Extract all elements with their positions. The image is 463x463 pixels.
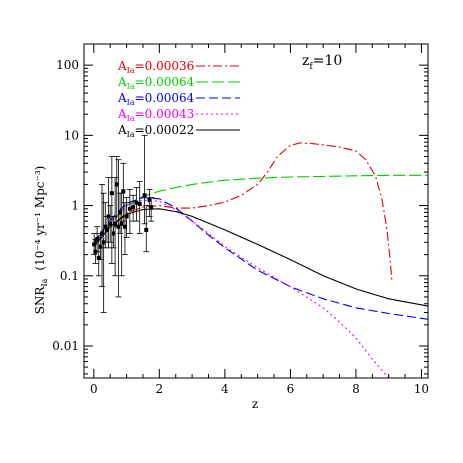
data-marker xyxy=(134,200,139,205)
legend-value: =0.00064 xyxy=(135,91,195,105)
y-axis-label-text: SNRIa (10⁻⁴ yr⁻¹ Mpc⁻³) xyxy=(33,166,49,315)
legend-symbol: A xyxy=(117,107,127,121)
data-marker xyxy=(149,205,154,210)
data-marker xyxy=(121,189,126,194)
x-tick-label: 4 xyxy=(221,382,229,396)
legend-value: =0.00043 xyxy=(135,107,195,121)
legend-subscript: Ia xyxy=(127,114,135,123)
data-marker xyxy=(119,221,124,226)
data-marker xyxy=(104,227,109,232)
annotation-main: z xyxy=(302,53,309,69)
legend-label-1: AIa=0.00036 xyxy=(117,59,194,75)
data-marker xyxy=(127,206,132,211)
data-point xyxy=(148,197,155,222)
data-point xyxy=(105,177,112,249)
y-tick-label: 0.1 xyxy=(60,269,79,283)
observations xyxy=(91,134,155,313)
data-marker xyxy=(131,205,136,210)
data-marker xyxy=(95,237,100,242)
data-marker xyxy=(142,193,147,198)
x-tick-label: 10 xyxy=(414,382,429,396)
data-point xyxy=(141,134,148,225)
data-point xyxy=(110,216,117,249)
series-line-5 xyxy=(93,208,428,307)
x-tick-label: 6 xyxy=(287,382,295,396)
legend-symbol: A xyxy=(117,59,127,73)
data-marker xyxy=(108,221,113,226)
data-marker xyxy=(96,255,101,260)
y-tick-label: 1 xyxy=(71,199,79,213)
y-axis-label-main: SNR xyxy=(33,286,47,315)
plot-frame xyxy=(83,43,429,379)
legend-subscript: Ia xyxy=(127,66,135,75)
legend-subscript: Ia xyxy=(127,98,135,107)
series-line-2 xyxy=(93,174,428,243)
data-marker xyxy=(100,231,105,236)
data-point xyxy=(143,205,150,253)
legend-symbol: A xyxy=(117,123,127,137)
legend-value: =0.00064 xyxy=(135,75,195,89)
legend-value: =0.00036 xyxy=(135,59,195,73)
series-line-3 xyxy=(93,197,428,320)
annotation-suffix: =10 xyxy=(313,53,343,69)
data-marker xyxy=(147,198,152,203)
data-marker xyxy=(101,240,106,245)
data-point xyxy=(133,187,140,222)
legend: AIa=0.00036AIa=0.00064AIa=0.00064AIa=0.0… xyxy=(117,59,240,139)
data-point xyxy=(136,181,143,234)
x-axis-label: z xyxy=(252,397,258,411)
data-marker xyxy=(114,182,119,187)
data-marker xyxy=(98,244,103,249)
x-tick-label: 8 xyxy=(352,382,360,396)
legend-label-4: AIa=0.00043 xyxy=(117,107,194,123)
legend-label-2: AIa=0.00064 xyxy=(117,75,195,91)
data-marker xyxy=(122,224,127,229)
data-marker xyxy=(137,202,142,207)
legend-label-5: AIa=0.00022 xyxy=(117,123,194,139)
data-marker xyxy=(92,242,97,247)
legend-label-3: AIa=0.00064 xyxy=(117,91,195,107)
data-point xyxy=(130,194,137,222)
y-axis-label-sub: Ia xyxy=(40,278,49,286)
data-marker xyxy=(103,224,108,229)
legend-value: =0.00022 xyxy=(135,123,195,137)
annotation-sub: f xyxy=(309,62,313,72)
x-tick-label: 0 xyxy=(90,382,98,396)
data-marker xyxy=(124,214,129,219)
x-tick-label: 2 xyxy=(156,382,164,396)
y-tick-label: 10 xyxy=(64,128,79,142)
data-marker xyxy=(113,221,118,226)
formation-redshift-annotation: zf=10 xyxy=(302,53,342,72)
y-tick-label: 0.01 xyxy=(52,339,79,353)
legend-symbol: A xyxy=(117,75,127,89)
axis-ticks: 0 2 4 6 8 10 0.01 0.1 1 10 100 xyxy=(52,43,429,396)
data-marker xyxy=(106,214,111,219)
model-curves xyxy=(93,142,428,378)
data-point xyxy=(100,192,107,313)
legend-subscript: Ia xyxy=(127,130,135,139)
y-axis-label: SNRIa (10⁻⁴ yr⁻¹ Mpc⁻³) xyxy=(33,166,49,315)
data-marker xyxy=(144,227,149,232)
data-point xyxy=(107,205,114,243)
legend-subscript: Ia xyxy=(127,82,135,91)
y-axis-label-units: (10⁻⁴ yr⁻¹ Mpc⁻³) xyxy=(33,166,47,271)
data-point xyxy=(115,159,122,298)
y-tick-label: 100 xyxy=(56,58,79,72)
data-marker xyxy=(118,210,123,215)
data-point xyxy=(108,156,115,264)
data-marker xyxy=(111,231,116,236)
legend-symbol: A xyxy=(117,91,127,105)
data-point xyxy=(123,197,130,238)
series-line-4 xyxy=(93,199,390,378)
data-point xyxy=(126,188,133,234)
series-line-1 xyxy=(93,142,393,283)
data-marker xyxy=(116,224,121,229)
data-point xyxy=(146,188,153,217)
data-marker xyxy=(109,191,114,196)
